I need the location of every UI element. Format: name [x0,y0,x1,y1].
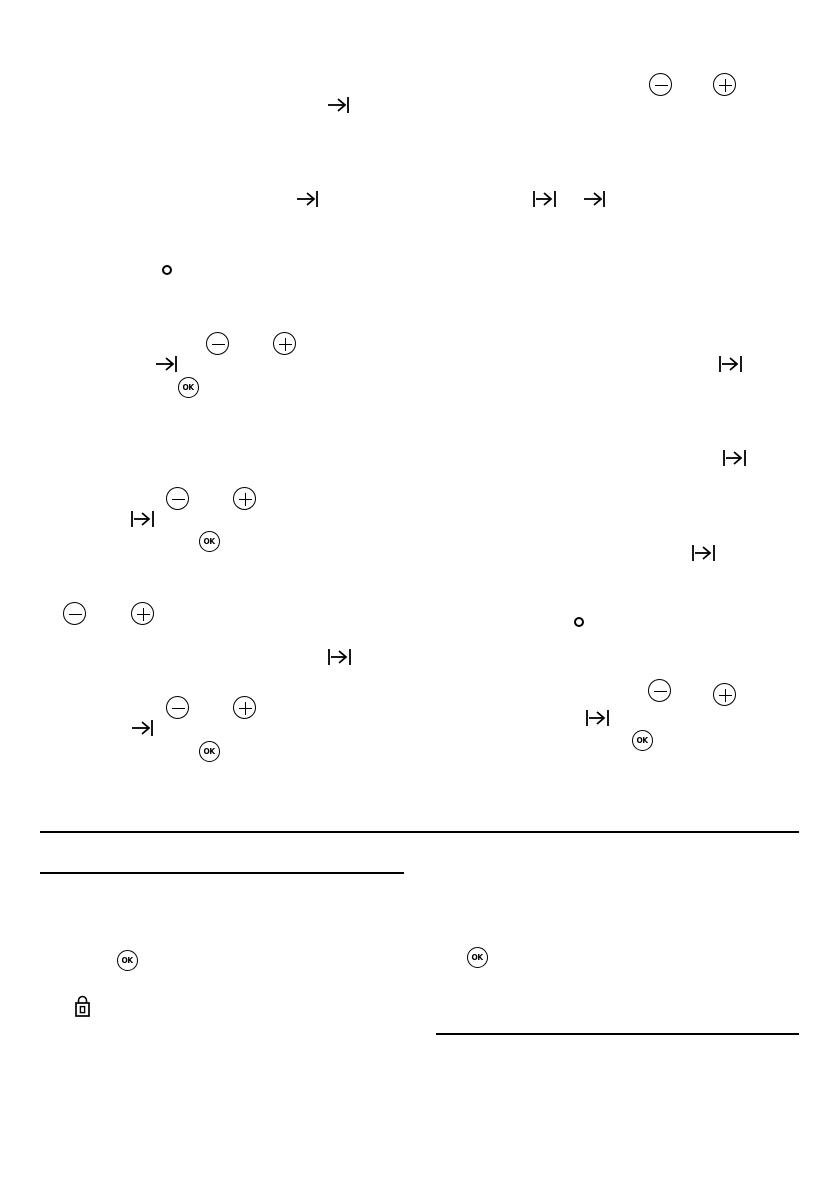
ok-key-icon[interactable]: OK [178,377,199,398]
bar-arrow-bar-icon[interactable] [130,510,156,528]
ok-key-label: OK [182,382,195,392]
section-divider [436,1033,799,1035]
arrow-to-bar-icon[interactable] [131,719,155,737]
arrow-to-bar-icon[interactable] [296,190,320,208]
ok-key-label: OK [636,735,649,745]
ok-key-icon[interactable]: OK [199,531,220,552]
plus-circle-icon[interactable] [713,73,736,96]
arrow-to-bar-icon[interactable] [583,190,607,208]
bar-arrow-bar-icon[interactable] [691,544,717,562]
minus-circle-icon[interactable] [63,602,86,625]
plus-circle-icon[interactable] [233,696,256,719]
bar-arrow-bar-icon[interactable] [718,355,744,373]
minus-circle-icon[interactable] [166,487,189,510]
minus-circle-icon[interactable] [649,73,672,96]
plus-circle-icon[interactable] [713,683,736,706]
ok-key-label: OK [121,955,134,965]
ok-key-icon[interactable]: OK [632,730,653,751]
ok-key-icon[interactable]: OK [467,947,488,968]
ok-key-label: OK [203,746,216,756]
plus-circle-icon[interactable] [131,602,154,625]
lock-icon [73,994,92,1018]
arrow-to-bar-icon[interactable] [327,96,351,114]
minus-circle-icon[interactable] [648,679,671,702]
bar-arrow-bar-icon[interactable] [532,190,558,208]
bar-arrow-bar-icon[interactable] [327,648,353,666]
ok-key-label: OK [203,536,216,546]
minus-circle-icon[interactable] [166,696,189,719]
ok-key-icon[interactable]: OK [117,950,138,971]
section-divider [40,831,799,833]
arrow-to-bar-icon[interactable] [155,355,179,373]
ok-key-label: OK [471,952,484,962]
ring-icon [574,617,584,627]
plus-circle-icon[interactable] [273,332,296,355]
plus-circle-icon[interactable] [233,487,256,510]
subsection-underline [40,872,404,874]
bar-arrow-bar-icon[interactable] [722,449,748,467]
minus-circle-icon[interactable] [206,332,229,355]
bar-arrow-bar-icon[interactable] [585,709,611,727]
ring-icon [162,265,172,275]
ok-key-icon[interactable]: OK [199,741,220,762]
